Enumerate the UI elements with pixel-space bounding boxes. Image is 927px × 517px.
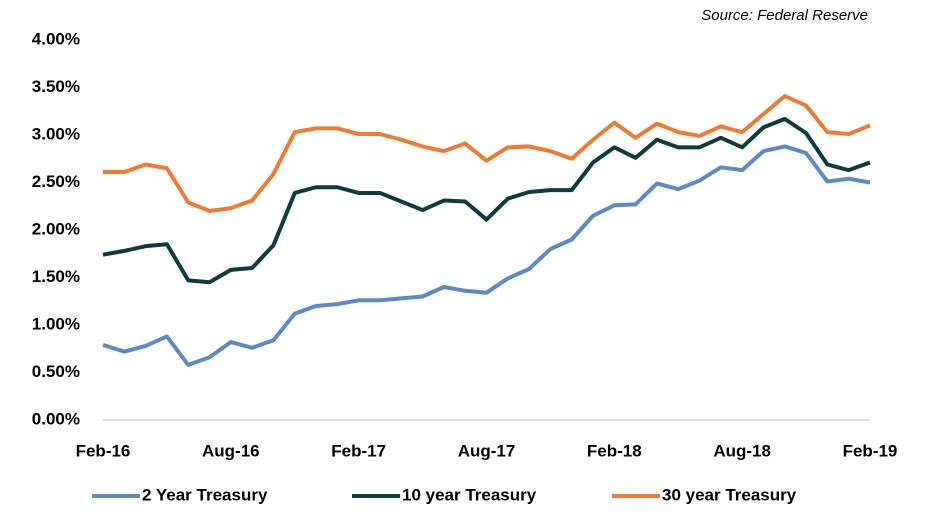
y-tick-label: 1.00% xyxy=(32,314,80,333)
x-tick-label: Feb-19 xyxy=(843,441,898,460)
y-tick-label: 2.50% xyxy=(32,172,80,191)
x-tick-label: Aug-16 xyxy=(202,441,260,460)
series-line xyxy=(102,116,871,285)
x-tick-label: Feb-17 xyxy=(331,441,386,460)
y-tick-label: 3.00% xyxy=(32,124,80,143)
y-tick-label: 3.50% xyxy=(32,77,80,96)
legend-label: 2 Year Treasury xyxy=(142,485,268,504)
series-line xyxy=(103,94,871,213)
y-tick-label: 2.00% xyxy=(32,219,80,238)
legend-label: 30 year Treasury xyxy=(662,485,797,504)
series-line xyxy=(102,144,871,367)
x-tick-label: Aug-17 xyxy=(458,441,516,460)
y-tick-label: 1.50% xyxy=(32,267,80,286)
legend-label: 10 year Treasury xyxy=(402,485,537,504)
x-tick-label: Aug-18 xyxy=(713,441,771,460)
source-note: Source: Federal Reserve xyxy=(701,7,868,24)
y-tick-label: 4.00% xyxy=(32,29,80,48)
y-tick-label: 0.00% xyxy=(32,409,80,428)
y-tick-label: 0.50% xyxy=(32,362,80,381)
x-tick-label: Feb-16 xyxy=(76,441,131,460)
x-tick-label: Feb-18 xyxy=(587,441,642,460)
